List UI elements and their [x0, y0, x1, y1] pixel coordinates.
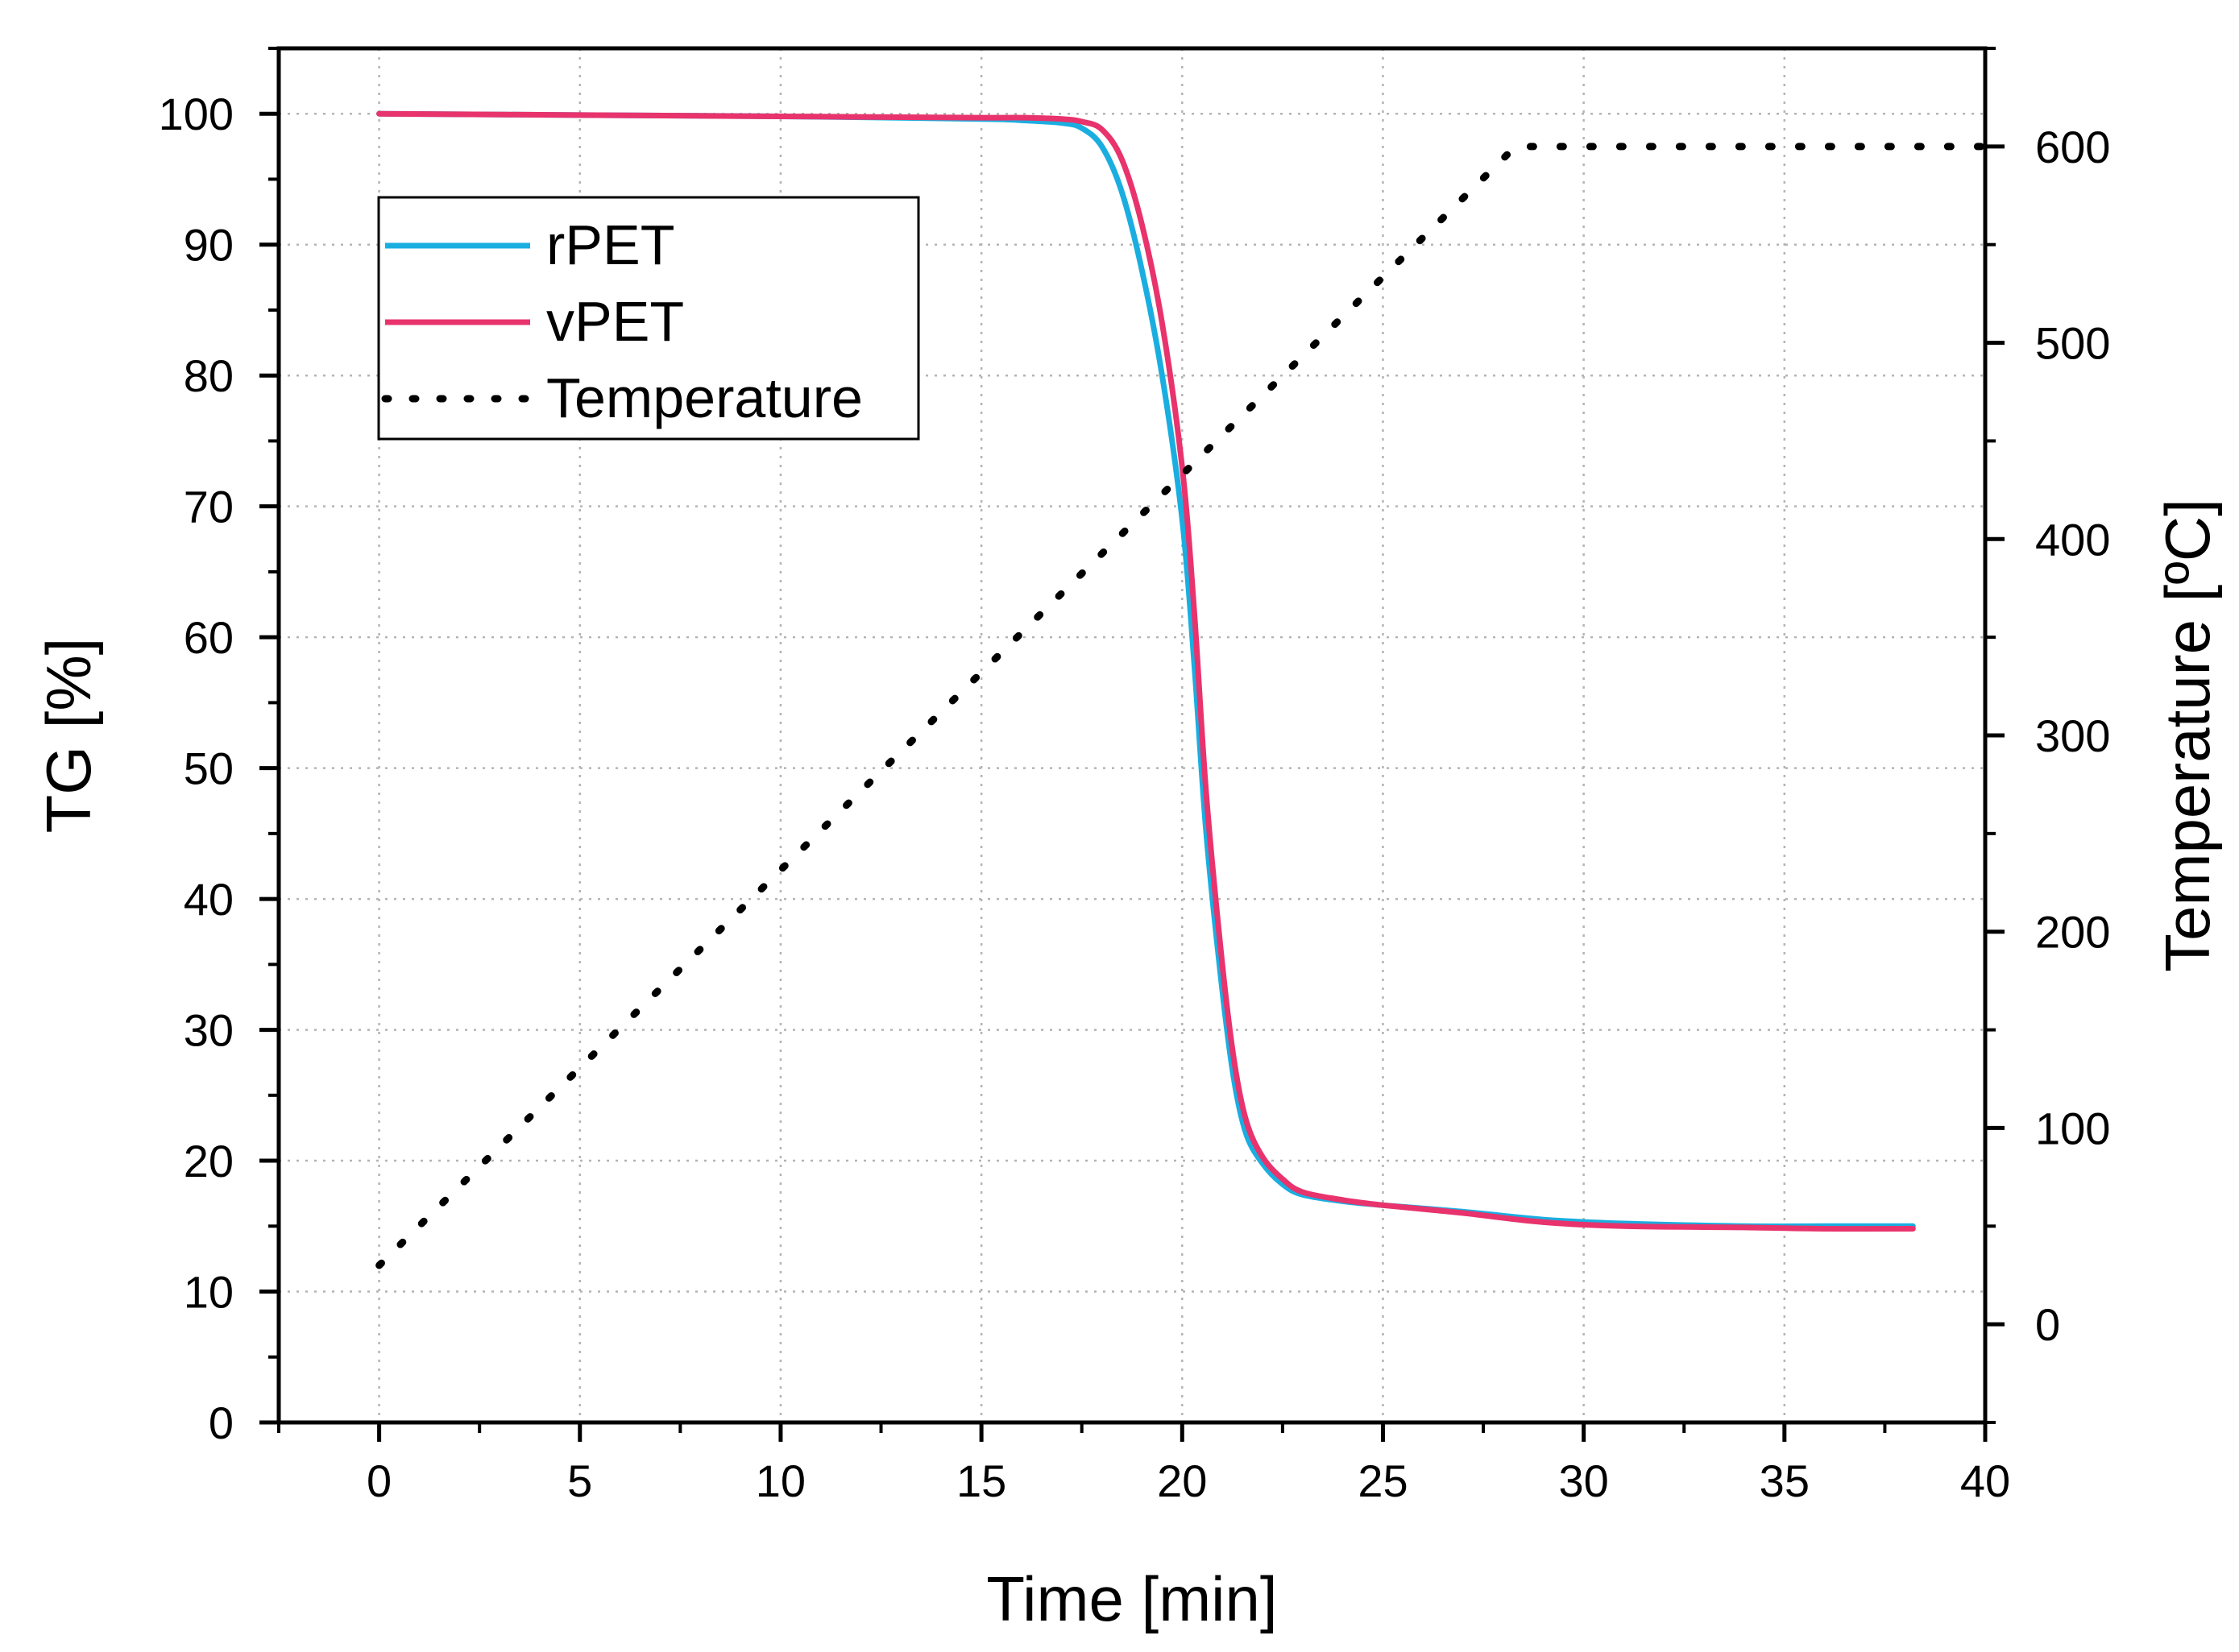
legend-label-temperature: Temperature [546, 366, 863, 429]
legend-label-rpet: rPET [546, 213, 674, 276]
y2-tick-label: 200 [2035, 907, 2110, 958]
axis-ticks [259, 47, 2005, 1442]
plot-series [375, 110, 1989, 1269]
x-tick-label: 5 [567, 1455, 592, 1506]
x-axis-title: Time [min] [986, 1563, 1277, 1634]
series-line-temperature [375, 143, 1989, 1269]
y-tick-label: 100 [159, 89, 234, 139]
y2-tick-label: 300 [2035, 710, 2110, 761]
y2-tick-label: 100 [2035, 1103, 2110, 1153]
x-tick-label: 30 [1558, 1455, 1608, 1506]
tick-labels: 0 5 10 15 20 25 30 35 40010203040506070809010001… [159, 89, 2111, 1506]
x-tick-label: 20 [1157, 1455, 1207, 1506]
x-tick-label: 25 [1358, 1455, 1408, 1506]
y-tick-label: 60 [184, 612, 234, 663]
x-tick-label: 15 [956, 1455, 1006, 1506]
x-tick-label: 35 [1760, 1455, 1810, 1506]
y-tick-label: 40 [184, 874, 234, 925]
legend: rPET vPET Temperature [377, 196, 920, 441]
y2-tick-label: 0 [2035, 1299, 2060, 1350]
x-tick-label: 10 [756, 1455, 806, 1506]
y2-tick-label: 500 [2035, 318, 2110, 369]
x-tick-label: 40 [1960, 1455, 2010, 1506]
y-tick-label: 20 [184, 1136, 234, 1186]
y-tick-label: 90 [184, 220, 234, 271]
y2-axis-title: Temperature [ºC] [2152, 499, 2223, 972]
y-tick-label: 80 [184, 350, 234, 401]
y-tick-label: 50 [184, 743, 234, 794]
y2-tick-label: 400 [2035, 514, 2110, 565]
grid [279, 48, 1985, 1422]
legend-label-vpet: vPET [546, 290, 684, 353]
y-axis-title: TG [%] [33, 638, 104, 834]
series-line-vpet [376, 110, 1916, 1232]
y-tick-label: 0 [209, 1397, 234, 1448]
y-tick-label: 10 [184, 1267, 234, 1318]
y-tick-label: 30 [184, 1005, 234, 1056]
x-tick-label: 0 [367, 1455, 392, 1506]
y2-tick-label: 600 [2035, 122, 2110, 172]
y-tick-label: 70 [184, 482, 234, 532]
